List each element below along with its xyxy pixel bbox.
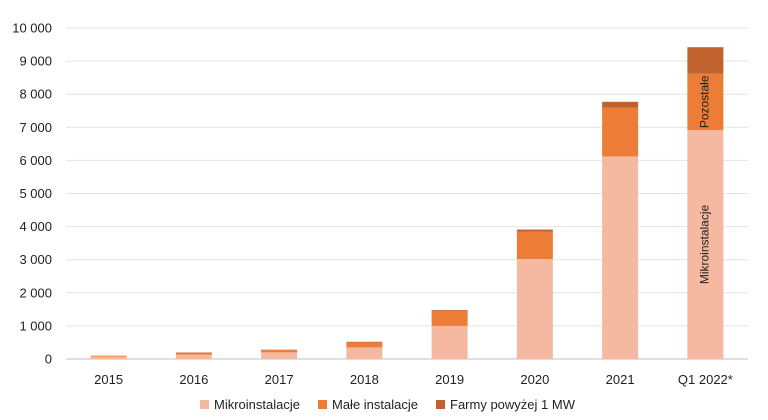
- bar-segment-2021-series-0: [602, 156, 639, 359]
- x-tick-label: Q1 2022*: [678, 372, 733, 387]
- bar-segment-2015-series-1: [90, 355, 127, 357]
- x-tick-label: 2018: [350, 372, 379, 387]
- bar-segment-2021-series-1: [602, 107, 639, 157]
- segment-annotation: Mikroinstalacje: [698, 204, 712, 284]
- legend-label: Małe instalacje: [332, 397, 418, 412]
- y-tick-label: 4 000: [19, 219, 52, 234]
- x-tick-label: 2020: [520, 372, 549, 387]
- bar-segment-2016-series-0: [175, 354, 212, 359]
- x-tick-label: 2016: [179, 372, 208, 387]
- segment-annotation: Pozostałe: [698, 75, 712, 128]
- x-tick-label: 2019: [435, 372, 464, 387]
- bar-segment-2020-series-2: [516, 229, 553, 232]
- bar-segment-2017-series-0: [261, 352, 298, 359]
- bar-segment-2018-series-2: [346, 341, 383, 343]
- bar-segment-2017-series-1: [261, 350, 298, 353]
- bars-layer: [90, 47, 724, 359]
- bar-segment-2020-series-1: [516, 231, 553, 260]
- grid-layer: [66, 27, 748, 360]
- x-axis: 2015 2016 2017 2018 2019 2020 2021 Q1 2022*: [94, 372, 733, 387]
- bar-segment-2015-series-0: [90, 356, 127, 359]
- bar-segment-2019-series-1: [431, 310, 468, 326]
- y-tick-label: 8 000: [19, 87, 52, 102]
- x-tick-label: 2015: [94, 372, 123, 387]
- legend: Mikroinstalacje Małe instalacje Farmy powy…: [200, 397, 576, 412]
- bar-segment-2021-series-2: [602, 101, 639, 108]
- bar-segment-Q12022-series-2: [687, 47, 724, 74]
- y-tick-label: 5 000: [19, 186, 52, 201]
- y-tick-label: 0: [45, 352, 52, 367]
- legend-swatch: [436, 400, 445, 409]
- y-tick-label: 9 000: [19, 54, 52, 69]
- bar-segment-2019-series-2: [431, 310, 468, 311]
- bar-segment-2016-series-1: [175, 352, 212, 355]
- bar-segment-Q12022-series-0: [687, 129, 724, 359]
- bar-segment-Q12022-series-1: [687, 73, 724, 130]
- y-tick-label: 2 000: [19, 285, 52, 300]
- bar-segment-2018-series-1: [346, 342, 383, 348]
- y-tick-label: 3 000: [19, 252, 52, 267]
- y-tick-label: 1 000: [19, 318, 52, 333]
- x-tick-label: 2021: [606, 372, 635, 387]
- annotation-layer: Mikroinstalacje Pozostałe: [698, 75, 712, 284]
- bar-segment-2019-series-0: [431, 325, 468, 359]
- y-tick-label: 10 000: [12, 21, 52, 36]
- legend-swatch: [200, 400, 209, 409]
- y-tick-label: 7 000: [19, 120, 52, 135]
- x-tick-label: 2017: [265, 372, 294, 387]
- legend-swatch: [318, 400, 327, 409]
- y-axis: 0 1 000 2 000 3 000 4 000 5 000 6 000 7 000 8 00…: [12, 21, 52, 367]
- bar-segment-2020-series-0: [516, 259, 553, 359]
- y-tick-label: 6 000: [19, 153, 52, 168]
- legend-label: Farmy powyżej 1 MW: [450, 397, 576, 412]
- legend-label: Mikroinstalacje: [214, 397, 300, 412]
- bar-segment-2018-series-0: [346, 347, 383, 359]
